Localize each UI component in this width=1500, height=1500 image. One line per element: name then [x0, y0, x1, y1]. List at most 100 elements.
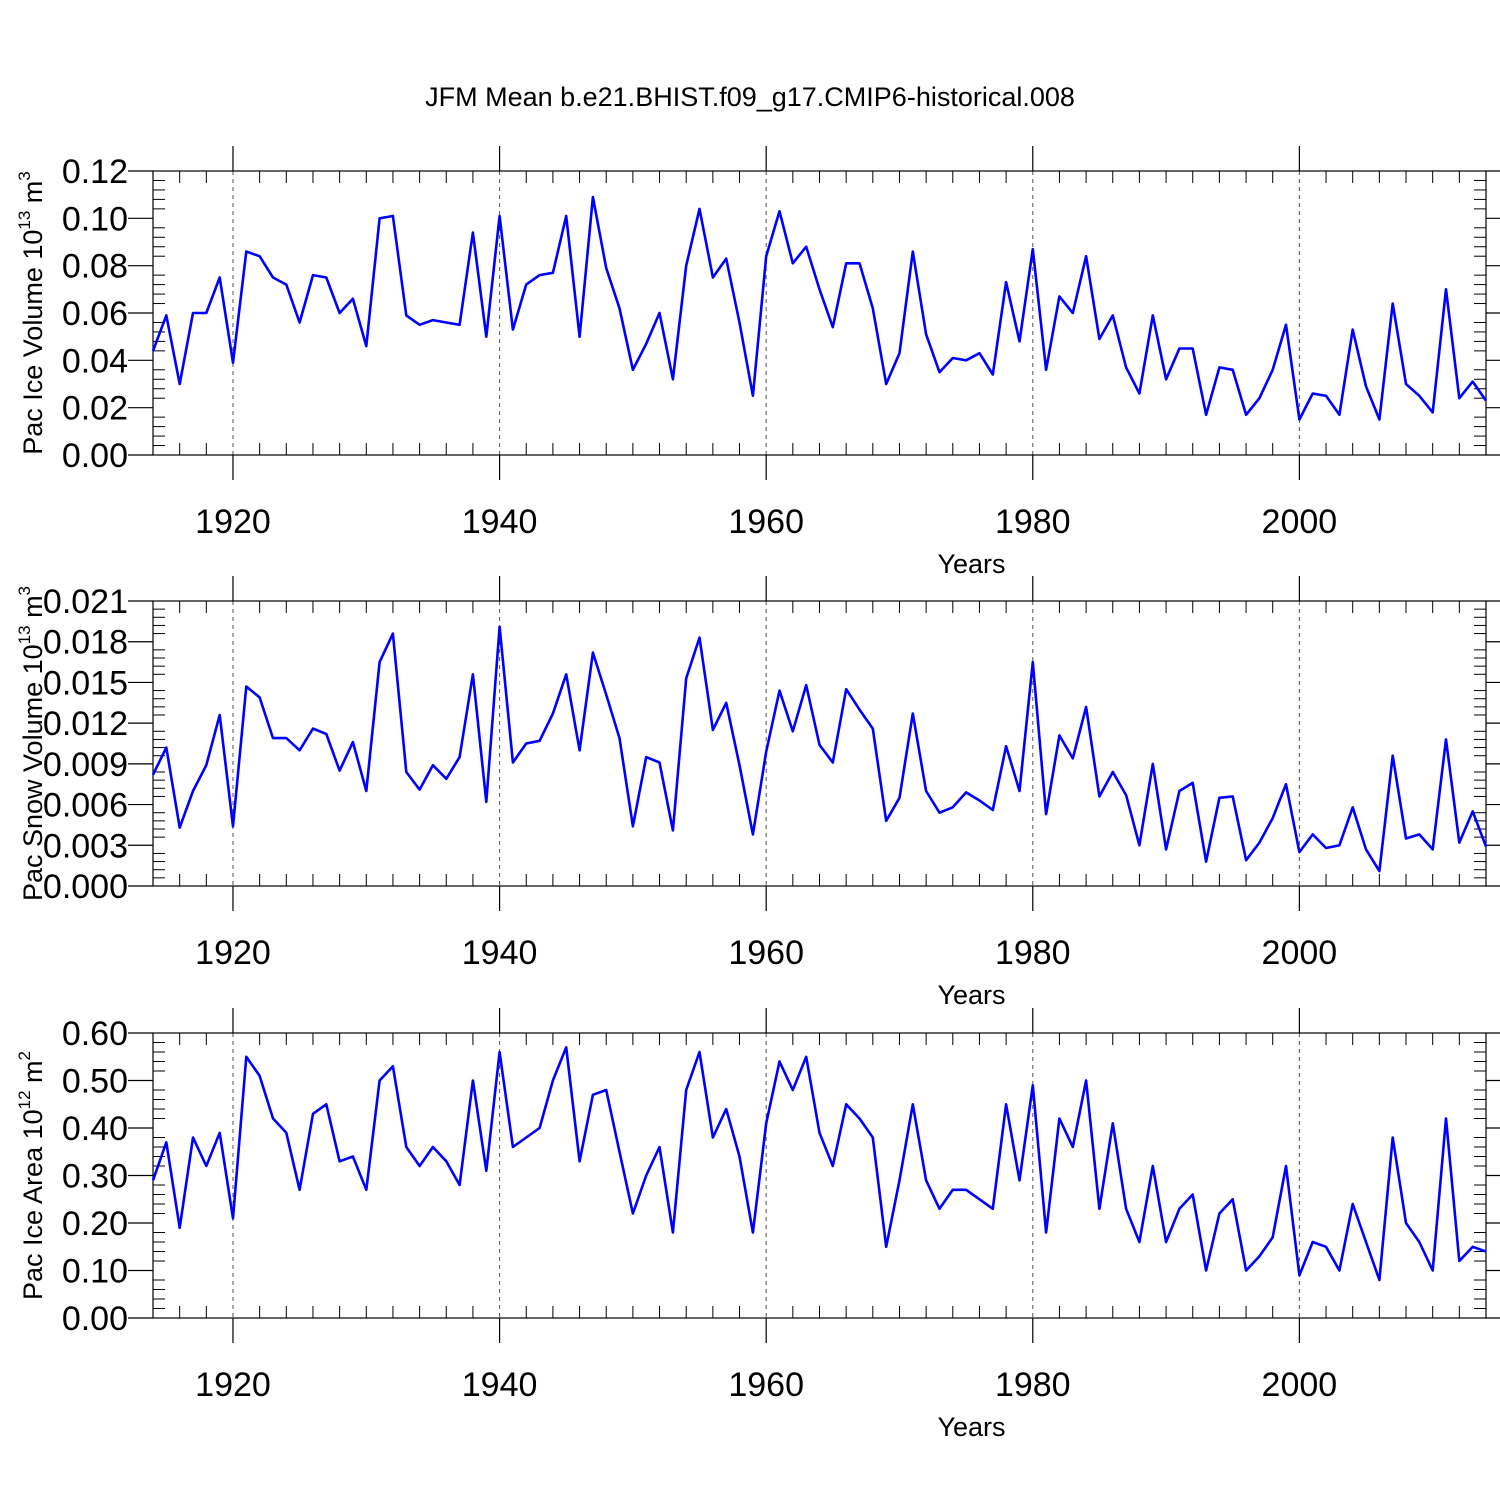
plot-frame — [152, 170, 1487, 456]
data-point — [1378, 1279, 1380, 1281]
data-point — [1138, 1241, 1141, 1243]
data-point — [285, 737, 287, 739]
data-point — [1272, 817, 1274, 819]
y-tick-label: 0.12 — [62, 153, 128, 191]
data-point — [205, 312, 207, 314]
data-point — [1392, 1136, 1394, 1139]
data-point — [1192, 347, 1194, 350]
data-point — [259, 1075, 261, 1077]
data-point — [565, 673, 567, 675]
chart-panels: 0.00 0.02 0.04 0.06 0.08 0.10 0.12 1920 1940 1960… — [15, 146, 1500, 1442]
data-point — [1178, 1208, 1181, 1210]
data-point — [1045, 369, 1047, 371]
data-point — [472, 673, 474, 675]
data-point — [1032, 661, 1034, 663]
chart-title: JFM Mean b.e21.BHIST.f09_g17.CMIP6-histo… — [425, 82, 1075, 112]
data-point — [1365, 385, 1367, 387]
data-point — [232, 825, 234, 827]
data-point — [299, 1189, 301, 1191]
data-point — [1272, 1236, 1274, 1238]
data-point — [1232, 369, 1234, 371]
data-point — [458, 756, 461, 758]
y-axis-label-unit-exponent: 2 — [15, 1051, 34, 1060]
data-point — [1232, 1198, 1234, 1200]
y-axis-label-main: Pac Ice Volume 10 — [18, 230, 48, 455]
data-point — [592, 651, 594, 654]
data-point — [618, 737, 621, 739]
data-point — [1005, 281, 1007, 283]
data-point — [712, 729, 714, 731]
data-point — [1432, 1269, 1434, 1272]
x-tick-label: 1940 — [462, 503, 538, 541]
data-point — [1018, 1179, 1021, 1181]
data-point — [259, 255, 261, 257]
y-tick-label: 0.000 — [43, 868, 128, 906]
data-point — [1032, 248, 1034, 250]
data-point — [1405, 383, 1407, 385]
data-point — [232, 362, 234, 364]
data-point — [219, 714, 221, 716]
data-point — [339, 312, 341, 314]
y-tick-label: 0.40 — [62, 1110, 128, 1148]
data-point — [885, 1246, 887, 1248]
data-point — [1125, 366, 1127, 369]
y-tick-label: 0.50 — [62, 1063, 128, 1101]
data-point — [1445, 1117, 1447, 1120]
data-point — [1072, 1146, 1074, 1148]
data-point — [605, 1089, 607, 1091]
y-tick-label: 0.02 — [62, 390, 128, 428]
data-point — [1058, 734, 1061, 736]
data-point — [592, 1094, 594, 1096]
data-point — [805, 246, 807, 248]
data-point — [1458, 397, 1460, 399]
data-point — [179, 827, 181, 829]
data-point — [658, 312, 661, 314]
data-point — [1245, 859, 1247, 861]
data-point — [1085, 706, 1087, 708]
x-tick-label: 2000 — [1262, 934, 1338, 972]
data-point — [432, 319, 434, 321]
data-point — [1312, 1241, 1314, 1243]
data-point — [645, 756, 647, 758]
data-point — [512, 328, 514, 331]
y-axis-label-unit: m — [18, 181, 48, 211]
data-point — [312, 727, 314, 730]
data-point — [1005, 745, 1007, 747]
x-axis-label: Years — [937, 1412, 1005, 1442]
data-point — [992, 809, 994, 811]
data-point — [952, 1189, 954, 1191]
y-tick-label: 0.018 — [43, 624, 128, 662]
data-point — [1298, 851, 1300, 853]
data-point — [419, 324, 421, 326]
data-point — [472, 231, 474, 234]
x-tick-label: 1920 — [195, 1366, 271, 1404]
data-point — [1178, 790, 1181, 792]
data-point — [1112, 1122, 1114, 1124]
data-point — [725, 702, 727, 704]
data-point — [765, 1122, 767, 1124]
data-point — [152, 774, 154, 776]
data-point — [552, 1079, 554, 1082]
data-point — [738, 1155, 741, 1158]
data-point — [658, 1146, 661, 1148]
data-point — [1285, 1165, 1287, 1167]
series-line — [151, 1046, 1487, 1282]
x-tick-label: 1940 — [462, 1366, 538, 1404]
data-point — [1152, 1165, 1154, 1167]
y-axis-label-exponent: 12 — [15, 1090, 34, 1109]
x-axis-label: Years — [937, 549, 1005, 579]
data-point — [925, 333, 927, 335]
data-point — [1152, 763, 1154, 765]
data-point — [672, 829, 674, 831]
data-point — [752, 1231, 754, 1234]
y-axis-label-exponent: 13 — [15, 625, 34, 644]
data-point — [1218, 1212, 1220, 1215]
data-point — [845, 688, 847, 690]
data-point — [832, 326, 834, 328]
data-point — [1152, 314, 1154, 316]
data-point — [419, 789, 421, 791]
data-point — [445, 1160, 447, 1162]
data-point — [778, 210, 781, 212]
data-point — [925, 1179, 927, 1181]
data-point — [1485, 846, 1487, 848]
